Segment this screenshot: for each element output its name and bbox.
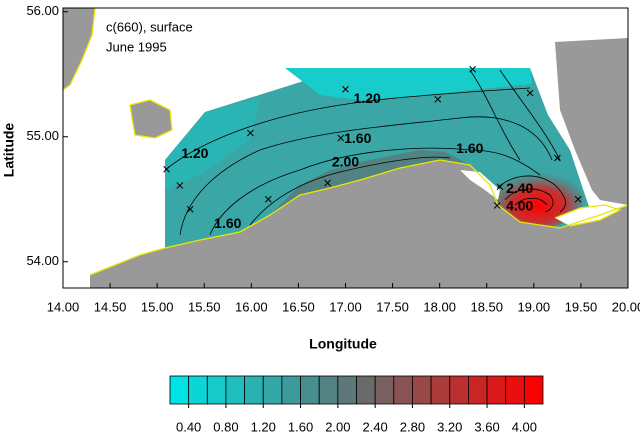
land-sweden	[63, 8, 95, 90]
colorbar-cell	[300, 375, 320, 405]
x-tick-label: 19.50	[565, 299, 598, 314]
colorbar-cell	[244, 375, 264, 405]
y-tick-label: 54.00	[26, 253, 59, 268]
x-tick-label: 19.00	[518, 299, 551, 314]
colorbar-cell	[523, 375, 544, 405]
colorbar-cell	[188, 375, 208, 405]
x-tick-label: 17.50	[376, 299, 409, 314]
colorbar-tick-label: 4.00	[512, 419, 537, 434]
title-line: June 1995	[106, 39, 167, 54]
contour-label: 1.60	[456, 140, 483, 156]
station-marker	[493, 202, 501, 209]
station-marker	[496, 183, 504, 191]
station-marker	[163, 165, 170, 173]
colorbar-cell	[449, 375, 469, 405]
title-line: c(660), surface	[106, 19, 193, 34]
station-marker	[264, 195, 272, 203]
y-tick-label: 55.00	[26, 128, 59, 143]
colorbar-cell	[430, 375, 451, 405]
colorbar-cell	[467, 375, 488, 405]
colorbar-cell	[262, 375, 283, 405]
land-mainland	[90, 160, 628, 288]
colorbar-cell	[412, 375, 432, 405]
contour-lines	[164, 69, 566, 236]
y-axis-label: Latitude	[1, 123, 17, 178]
hel-spit	[460, 170, 500, 200]
colorbar-cell	[337, 375, 357, 405]
station-marker	[176, 182, 184, 189]
colorbar-tick-label: 2.00	[325, 419, 350, 434]
x-tick-label: 14.00	[47, 299, 80, 314]
station-marker	[337, 134, 345, 142]
x-tick-label: 15.50	[188, 299, 221, 314]
contour-label: 2.00	[332, 154, 359, 170]
station-marker	[554, 154, 561, 162]
y-tick-label: 56.00	[26, 3, 59, 18]
colorbar-cell	[505, 375, 525, 405]
station-marker	[434, 95, 442, 103]
colorbar-cell	[486, 375, 507, 405]
colorbar-cell	[393, 375, 413, 405]
colorbar-cell	[169, 375, 190, 405]
station-marker	[526, 89, 534, 97]
field-low	[285, 68, 532, 100]
colorbar-tick-label: 3.60	[474, 419, 499, 434]
colorbar-tick-label: 3.20	[437, 419, 462, 434]
colorbar-cell	[281, 375, 301, 405]
colorbar-tick-label: 2.40	[362, 419, 387, 434]
colorbar-tick-label: 1.60	[288, 419, 313, 434]
colorbar-cell	[356, 375, 376, 405]
station-marker	[469, 65, 476, 73]
station-marker	[574, 195, 582, 203]
station-marker	[342, 85, 349, 93]
x-tick-label: 16.50	[282, 299, 315, 314]
contour-label: 1.20	[181, 145, 208, 161]
colorbar-cell	[374, 375, 395, 405]
colorbar-tick-label: 1.20	[251, 419, 276, 434]
colorbar-cell	[206, 375, 227, 405]
field-peak	[493, 172, 583, 228]
station-marker	[247, 129, 254, 137]
x-tick-label: 16.00	[235, 299, 268, 314]
contour-label: 1.20	[354, 90, 381, 106]
x-tick-label: 15.00	[141, 299, 174, 314]
station-marker	[186, 205, 194, 213]
x-tick-label: 14.50	[94, 299, 127, 314]
coastline	[63, 8, 628, 276]
lagoon	[555, 205, 620, 226]
contour-label: 1.60	[344, 130, 371, 146]
land-east	[555, 38, 628, 205]
colorbar-cell	[318, 375, 339, 405]
x-tick-label: 18.00	[423, 299, 456, 314]
land-bornholm	[130, 100, 172, 138]
field-low-left	[165, 98, 260, 190]
contour-label: 2.40	[506, 180, 533, 196]
field-high	[270, 150, 470, 215]
map-area	[63, 8, 628, 288]
station-marker	[324, 179, 331, 187]
x-tick-label: 17.00	[329, 299, 362, 314]
x-axis-label: Longitude	[309, 336, 377, 352]
contour-label: 1.60	[214, 215, 241, 231]
colorbar-tick-label: 2.80	[400, 419, 425, 434]
contour-label: 4.00	[506, 197, 533, 213]
x-tick-label: 20.00	[612, 299, 640, 314]
colorbar-tick-label: 0.80	[213, 419, 238, 434]
colorbar-tick-label: 0.40	[176, 419, 201, 434]
colorbar-cell	[225, 375, 245, 405]
x-tick-label: 18.50	[470, 299, 503, 314]
